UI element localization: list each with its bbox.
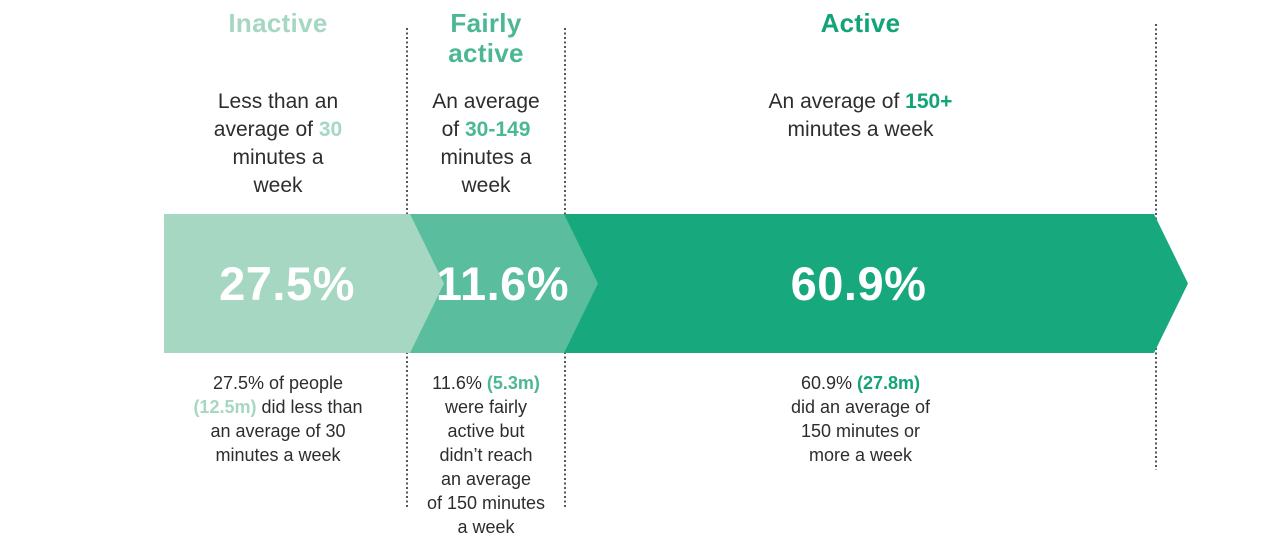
active-detail-text-end: did an average of 150 minutes or more a …: [790, 397, 931, 465]
fairly-active-detail: 11.6% (5.3m) were fairly active but didn…: [407, 371, 565, 539]
active-bar-segment: 60.9%: [563, 214, 1188, 353]
fairly-active-percentage-label: 11.6%: [435, 257, 570, 310]
inactive-detail-text: 27.5% of people: [212, 373, 344, 393]
inactive-definition: Less than an average of 30 minutes a wee…: [150, 88, 406, 200]
fairly-active-header: Fairly active: [448, 8, 524, 68]
inactive-detail-highlight: (12.5m): [193, 397, 257, 417]
active-header: Active: [820, 8, 901, 38]
fairly-active-definition-text-end: minutes a week: [440, 146, 532, 197]
inactive-definition-highlight: 30: [318, 118, 343, 141]
active-detail-highlight: (27.8m): [857, 373, 921, 393]
fairly-active-detail-text-end: were fairly active but didn’t reach an a…: [426, 397, 546, 537]
fairly-active-definition-highlight: 30-149: [464, 118, 531, 141]
inactive-percentage-label: 27.5%: [219, 257, 355, 310]
fairly-active-detail-highlight: (5.3m): [486, 373, 540, 393]
inactive-detail-text-end: did less than an average of 30 minutes a…: [210, 397, 363, 465]
inactive-definition-text: Less than an average of: [213, 90, 339, 141]
fairly-active-detail-text: 11.6%: [432, 373, 487, 393]
active-definition-text-end: minutes a week: [787, 118, 934, 141]
inactive-detail: 27.5% of people (12.5m) did less than an…: [150, 371, 406, 467]
active-definition: An average of 150+ minutes a week: [565, 88, 1156, 144]
fairly-active-definition: An average of 30-149 minutes a week: [407, 88, 565, 200]
active-detail: 60.9% (27.8m) did an average of 150 minu…: [565, 371, 1156, 467]
active-percentage-label: 60.9%: [790, 257, 927, 310]
fairly-active-definition-text: An average of: [432, 90, 540, 141]
active-definition-highlight: 150+: [905, 90, 953, 113]
inactive-definition-text-end: minutes a week: [232, 146, 324, 197]
active-definition-text: An average of: [768, 90, 906, 113]
inactive-header: Inactive: [228, 8, 328, 38]
active-detail-text: 60.9%: [800, 373, 857, 393]
inactive-bar-segment: 27.5%: [164, 214, 444, 353]
